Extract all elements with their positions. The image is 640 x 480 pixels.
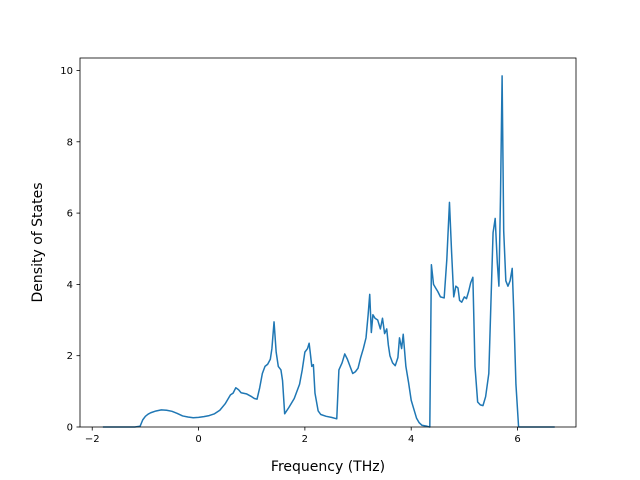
series-line-0 bbox=[102, 75, 555, 428]
x-axis-ticks: −2 0 2 4 6 bbox=[85, 427, 521, 445]
x-tick-label: 2 bbox=[302, 434, 308, 445]
x-tick-label: −2 bbox=[85, 434, 100, 445]
y-tick-label: 4 bbox=[67, 280, 73, 291]
y-axis-label: Density of States bbox=[30, 183, 46, 303]
axes-frame bbox=[79, 57, 577, 428]
y-tick-label: 6 bbox=[67, 209, 73, 220]
x-tick-label: 4 bbox=[408, 434, 414, 445]
y-axis-ticks: 0 2 4 6 8 10 bbox=[60, 66, 80, 434]
y-tick-label: 8 bbox=[67, 137, 73, 148]
y-tick-label: 2 bbox=[67, 351, 73, 362]
y-tick-label: 10 bbox=[60, 66, 73, 77]
series-layer bbox=[102, 75, 555, 428]
x-axis-label: Frequency (THz) bbox=[271, 459, 385, 475]
y-tick-label: 0 bbox=[67, 423, 73, 434]
x-tick-label: 0 bbox=[195, 434, 201, 445]
x-tick-label: 6 bbox=[514, 434, 520, 445]
